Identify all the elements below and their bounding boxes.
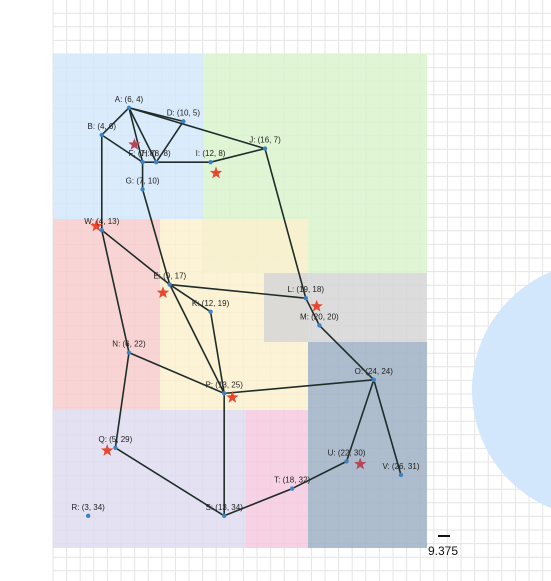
edges	[100, 107, 402, 517]
node-L[interactable]	[303, 295, 308, 301]
edge-O-U	[345, 379, 375, 462]
edge-N-P	[128, 351, 225, 395]
star-marker	[156, 286, 170, 298]
edge-J-L	[264, 148, 307, 299]
edge-M-O	[318, 324, 375, 381]
edge-A-B	[101, 107, 130, 136]
edge-O-V	[373, 379, 402, 476]
node-label-I: I: (12, 8)	[196, 149, 226, 158]
star-marker	[354, 457, 367, 470]
node-label-V: V: (26, 31)	[382, 462, 419, 471]
node-label-S: S: (13, 34)	[206, 503, 244, 512]
node-O[interactable]	[371, 377, 376, 382]
node-T[interactable]	[289, 486, 295, 491]
node-label-F: F: (7, 8)	[129, 149, 157, 158]
scale-bar-label: 9.375	[428, 544, 458, 558]
node-U[interactable]	[344, 459, 349, 464]
edge-A-H	[128, 107, 157, 163]
node-labels: A: (6, 4) B: (4, 6) D: (10, 5) F: (7, 8)H: …	[72, 95, 420, 512]
node-label-O: O: (24, 24)	[355, 367, 394, 376]
node-label-J: J: (16, 7)	[249, 136, 281, 145]
node-label-A: A: (6, 4)	[115, 95, 144, 104]
node-R[interactable]	[85, 513, 91, 518]
node-label-T: T: (18, 32)	[274, 476, 310, 485]
node-label-R: R: (3, 34)	[72, 503, 106, 512]
node-G[interactable]	[140, 187, 145, 192]
edge-W-E	[101, 229, 171, 286]
edge-B-F	[101, 134, 144, 163]
node-P[interactable]	[221, 391, 227, 396]
node-label-B: B: (4, 6)	[88, 122, 117, 131]
node-V[interactable]	[398, 472, 404, 478]
region-pink	[246, 410, 308, 548]
region-purple	[53, 410, 246, 548]
edge-T-U	[291, 460, 347, 490]
node-N[interactable]	[126, 350, 132, 355]
region-gray	[264, 273, 427, 342]
node-Q[interactable]	[113, 445, 118, 450]
node-label-Q: Q: (5, 29)	[98, 435, 132, 444]
node-J[interactable]	[262, 146, 268, 151]
scale-bar: 9.375	[428, 535, 458, 558]
node-E[interactable]	[167, 282, 172, 287]
star-marker	[209, 166, 223, 179]
node-label-E: E: (9, 17)	[153, 272, 186, 281]
node-F[interactable]	[140, 159, 145, 165]
edge-A-J	[128, 107, 266, 150]
edge-A-F	[128, 107, 144, 163]
regions	[53, 54, 551, 548]
node-label-M: M: (20, 20)	[300, 312, 339, 321]
node-K[interactable]	[208, 309, 213, 314]
node-D[interactable]	[181, 119, 186, 124]
star-marker	[101, 444, 114, 456]
node-label-U: U: (22, 30)	[328, 448, 366, 457]
node-A[interactable]	[126, 105, 132, 110]
node-label-W: W: (4, 13)	[84, 217, 119, 226]
edge-S-T	[223, 487, 293, 517]
edge-Q-S	[114, 447, 225, 517]
edge-N-Q	[114, 352, 130, 448]
node-label-N: N: (6, 22)	[112, 340, 146, 349]
star-marker	[310, 299, 323, 312]
node-label-H: H: (8, 8)	[142, 149, 171, 158]
star-marker	[128, 138, 141, 150]
node-label-P: P: (13, 25)	[206, 380, 244, 389]
edge-D-H	[155, 120, 185, 163]
node-label-D: D: (10, 5)	[167, 108, 201, 117]
node-H[interactable]	[153, 159, 159, 165]
node-label-L: L: (19, 18)	[288, 285, 325, 294]
stars	[90, 138, 367, 470]
node-label-K: K: (12, 19)	[192, 299, 230, 308]
node-B[interactable]	[99, 132, 104, 138]
region-slate	[308, 342, 427, 548]
nodes	[85, 105, 404, 518]
star-marker	[226, 390, 239, 403]
node-S[interactable]	[221, 513, 227, 518]
star-marker	[90, 219, 103, 232]
edge-I-J	[210, 147, 266, 163]
edge-E-P	[169, 284, 225, 394]
edge-K-P	[209, 311, 225, 394]
node-I[interactable]	[208, 159, 213, 165]
node-label-G: G: (7, 10)	[126, 176, 160, 185]
edge-W-N	[100, 230, 130, 353]
edge-O-P	[224, 378, 374, 395]
edge-E-L	[169, 283, 306, 299]
node-M[interactable]	[317, 323, 322, 328]
region-circle	[472, 271, 551, 509]
edge-G-E	[141, 189, 171, 285]
edge-L-M	[305, 297, 321, 326]
region-blue	[53, 54, 203, 219]
region-red	[53, 219, 160, 410]
node-W[interactable]	[99, 227, 104, 233]
edge-E-K	[169, 283, 212, 313]
